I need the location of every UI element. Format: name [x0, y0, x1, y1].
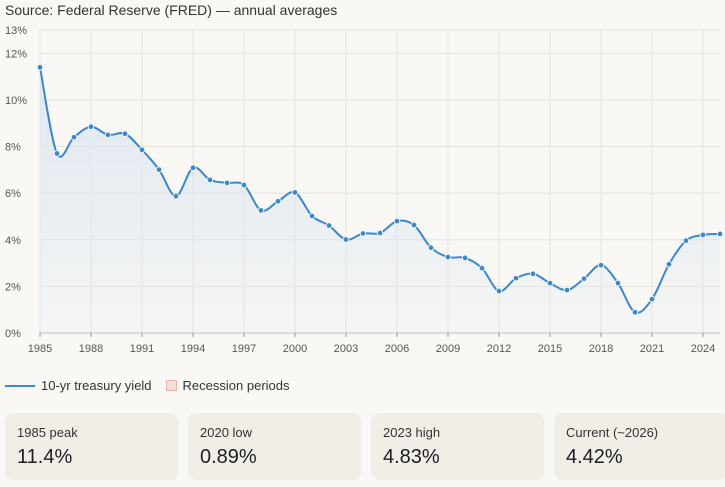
data-point: [478, 265, 486, 272]
x-tick-label: 2009: [436, 343, 460, 355]
y-tick-label: 2%: [5, 281, 21, 293]
data-point: [53, 150, 61, 157]
data-point: [614, 279, 622, 287]
data-point: [206, 176, 214, 184]
data-point: [376, 229, 384, 237]
y-tick-label: 6%: [5, 188, 21, 200]
data-point: [529, 270, 537, 277]
x-tick-label: 1991: [130, 343, 154, 355]
data-point: [223, 179, 231, 187]
data-point: [240, 181, 248, 189]
data-point: [427, 244, 435, 251]
x-tick-label: 1985: [28, 343, 52, 355]
data-point: [274, 198, 282, 205]
legend-recession-swatch: [165, 380, 177, 391]
x-tick-label: 2006: [385, 343, 409, 355]
data-points: [36, 64, 724, 316]
y-tick-label: 4%: [5, 235, 21, 247]
data-point: [36, 64, 44, 71]
stat-card-low: 2020 low 0.89%: [188, 413, 361, 480]
data-point: [393, 217, 401, 225]
x-tick-label: 2003: [334, 343, 358, 355]
data-point: [104, 131, 112, 139]
data-point: [410, 221, 418, 229]
x-tick-label: 2015: [538, 343, 562, 355]
y-tick-label: 10%: [5, 95, 27, 107]
yield-area-fill: [40, 67, 720, 334]
stat-value: 4.83%: [383, 446, 440, 468]
data-point: [189, 164, 197, 171]
data-point: [563, 286, 571, 294]
data-point: [444, 253, 452, 261]
stat-card-peak: 1985 peak 11.4%: [5, 413, 178, 480]
y-tick-label: 13%: [5, 25, 27, 37]
data-point: [631, 309, 639, 316]
data-point: [70, 134, 78, 141]
y-axis-ticks: 0% 2% 4% 6% 8% 10% 12% 13%: [5, 25, 27, 340]
x-axis-ticks: 1985 1988 1991 1994 1997 2000 2003 2006 2009 2012…: [28, 333, 715, 355]
stat-value: 11.4%: [17, 446, 73, 468]
data-point: [172, 192, 180, 200]
data-point: [597, 261, 605, 269]
data-point: [138, 146, 146, 154]
legend-series-label: 10-yr treasury yield: [41, 378, 152, 393]
y-tick-label: 8%: [5, 142, 21, 154]
data-point: [257, 207, 265, 214]
stat-card-high: 2023 high 4.83%: [371, 413, 544, 480]
data-point: [546, 279, 554, 287]
data-point: [665, 261, 673, 268]
data-point: [682, 237, 690, 244]
stat-label: 2023 high: [383, 425, 441, 440]
stat-value: 4.42%: [566, 446, 623, 468]
data-point: [716, 230, 724, 238]
x-tick-label: 1988: [79, 343, 103, 355]
data-point: [648, 296, 656, 303]
data-point: [121, 130, 129, 137]
y-tick-label: 0%: [5, 328, 21, 340]
stat-value: 0.89%: [200, 446, 257, 468]
data-point: [308, 212, 316, 220]
y-tick-label: 12%: [5, 48, 27, 60]
legend: 10-yr treasury yield Recession periods: [5, 378, 290, 393]
x-tick-label: 2012: [487, 343, 511, 355]
legend-line-swatch: [5, 384, 35, 387]
x-tick-label: 2021: [640, 343, 664, 355]
x-tick-label: 2018: [589, 343, 613, 355]
data-point: [155, 166, 163, 173]
stat-label: Current (~2026): [566, 425, 659, 440]
data-point: [359, 230, 367, 237]
data-point: [495, 287, 503, 295]
stat-label: 2020 low: [200, 425, 253, 440]
data-point: [87, 123, 95, 130]
data-point: [461, 254, 469, 262]
data-point: [580, 275, 588, 282]
stat-cards: 1985 peak 11.4% 2020 low 0.89% 2023 high…: [5, 413, 725, 480]
data-point: [342, 236, 350, 243]
x-tick-label: 1997: [232, 343, 256, 355]
data-point: [512, 275, 520, 282]
source-note: Source: Federal Reserve (FRED) — annual …: [5, 2, 338, 18]
x-tick-label: 2000: [283, 343, 307, 355]
data-point: [699, 231, 707, 239]
data-point: [325, 222, 333, 229]
x-tick-label: 2024: [691, 343, 715, 355]
stat-card-current: Current (~2026) 4.42%: [554, 413, 725, 480]
legend-recession-label: Recession periods: [182, 378, 290, 393]
data-point: [291, 189, 299, 196]
yield-chart: 0% 2% 4% 6% 8% 10% 12% 13% 1985 1988 1991 1994 1997…: [5, 25, 724, 355]
stat-label: 1985 peak: [17, 425, 78, 440]
x-tick-label: 1994: [181, 343, 205, 355]
